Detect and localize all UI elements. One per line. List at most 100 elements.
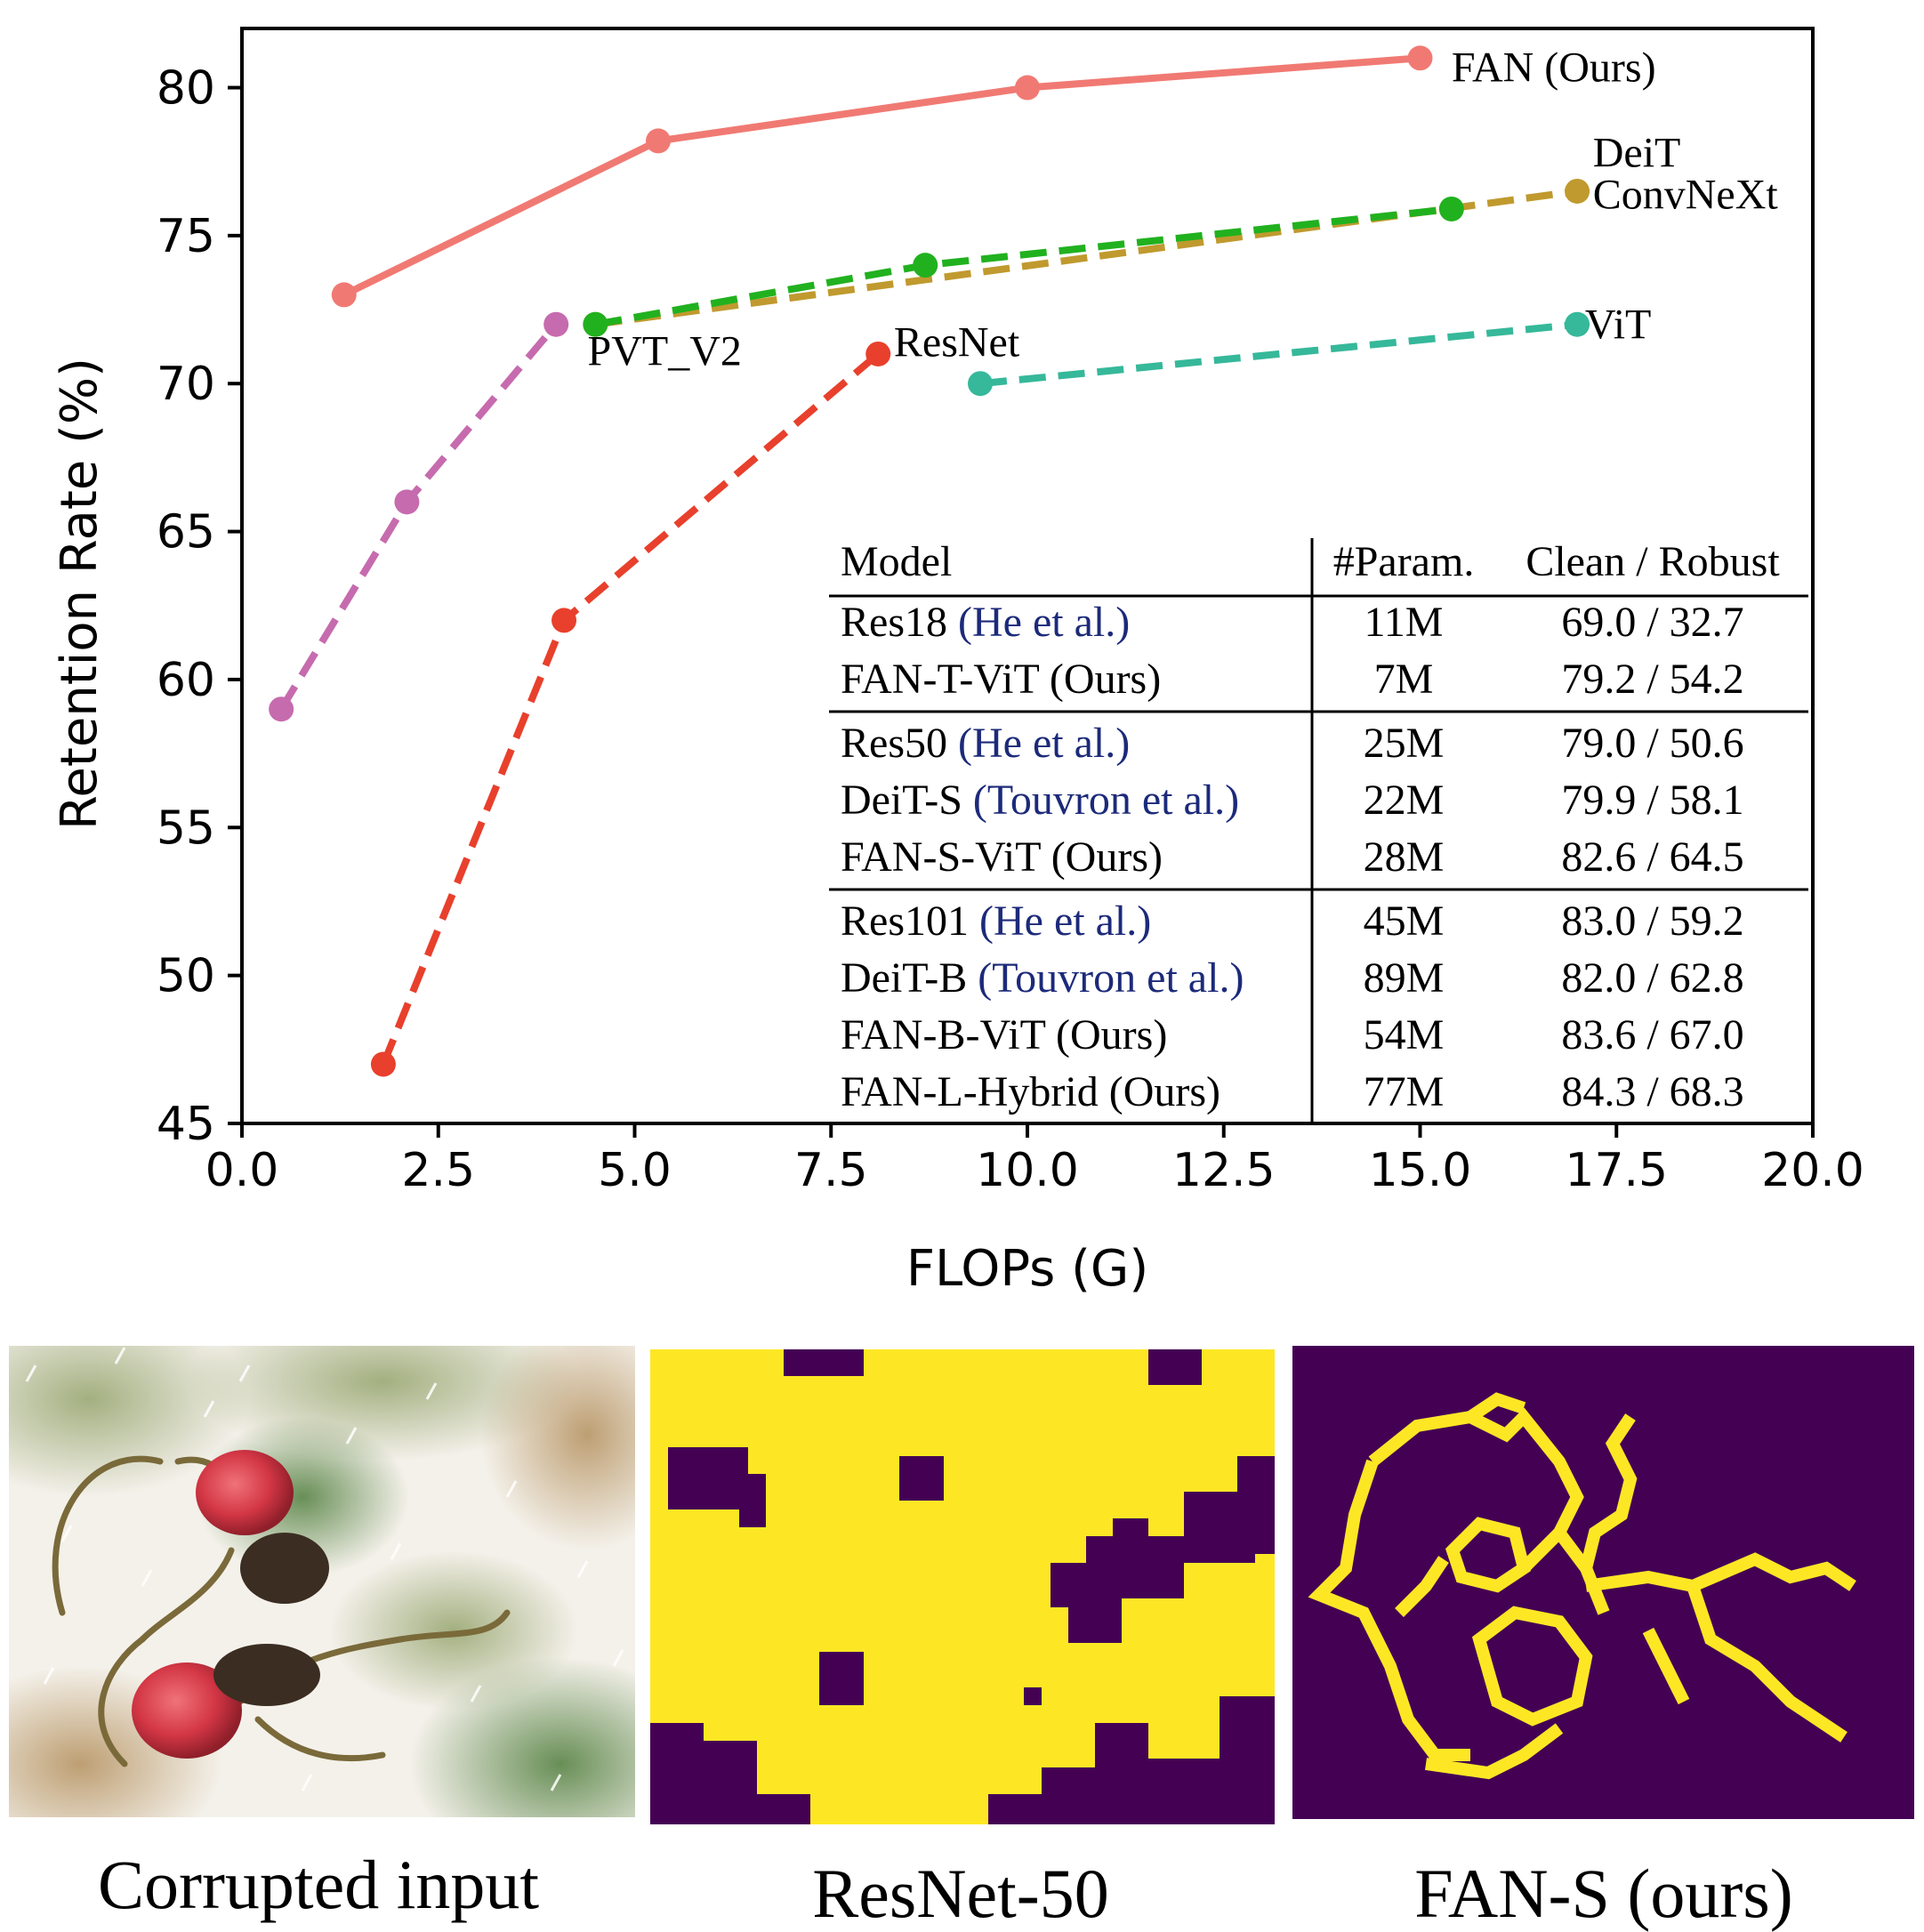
x-tick-label: 2.5 [401, 1144, 475, 1197]
plot-frame [240, 27, 1815, 1125]
table-cell-model: FAN-L-Hybrid (Ours) [841, 1068, 1220, 1115]
y-tick-label: 80 [157, 62, 215, 116]
model-name: DeiT-B [841, 954, 967, 1002]
series-line-fan-ours [342, 54, 1421, 299]
annotation-deit: DeiT [1593, 130, 1681, 177]
results-table: Model #Param. Clean / Robust Res18 (He et a… [829, 538, 1808, 1123]
point-convnext-1 [913, 253, 938, 278]
point-fan-ours-3 [1407, 45, 1433, 71]
caption-corrupted-input: Corrupted input [97, 1846, 540, 1923]
series-line-pvt-v2 [278, 322, 559, 712]
x-tick-label: 0.0 [205, 1144, 279, 1197]
x-axis-label: FLOPs (G) [906, 1240, 1148, 1298]
model-name: Res18 [841, 599, 947, 646]
series-line-vit [979, 320, 1578, 388]
x-tick-label: 12.5 [1172, 1144, 1276, 1197]
model-citation: (Touvron et al.) [967, 954, 1244, 1002]
table-cell-score: 79.0 / 50.6 [1561, 720, 1743, 767]
point-resnet-0 [370, 1051, 396, 1077]
x-tick-label: 15.0 [1369, 1144, 1472, 1197]
point-fan-ours-1 [645, 128, 671, 154]
table-header-1: #Param. [1333, 538, 1475, 585]
table-header-0: Model [841, 538, 952, 585]
model-name: DeiT-S [841, 777, 962, 824]
model-name: FAN-T-ViT (Ours) [841, 656, 1161, 703]
table-cell-model: DeiT-B (Touvron et al.) [841, 954, 1244, 1002]
model-name: FAN-S-ViT (Ours) [841, 833, 1163, 881]
table-cell-model: Res101 (He et al.) [841, 898, 1151, 945]
model-citation: (Touvron et al.) [962, 777, 1239, 824]
table-cell-params: 25M [1364, 720, 1445, 767]
point-fan-ours-2 [1015, 75, 1040, 101]
point-convnext-2 [1438, 196, 1464, 221]
table-cell-score: 84.3 / 68.3 [1561, 1068, 1743, 1115]
table-cell-model: Res18 (He et al.) [841, 599, 1130, 646]
annotation-fan-ours: FAN (Ours) [1452, 44, 1656, 91]
y-tick-label: 75 [157, 210, 215, 263]
table-cell-score: 83.6 / 67.0 [1561, 1011, 1743, 1059]
table-cell-model: FAN-T-ViT (Ours) [841, 656, 1161, 703]
caption-resnet50: ResNet-50 [812, 1855, 1109, 1932]
table-cell-score: 82.0 / 62.8 [1561, 954, 1743, 1002]
point-deit-1 [1565, 178, 1590, 204]
y-tick-label: 45 [157, 1098, 215, 1151]
x-tick-label: 10.0 [976, 1144, 1079, 1197]
table-cell-params: 11M [1365, 599, 1444, 646]
model-name: FAN-L-Hybrid (Ours) [841, 1068, 1220, 1115]
point-vit-0 [968, 371, 994, 397]
series-line-resnet [380, 350, 881, 1066]
table-cell-score: 79.9 / 58.1 [1561, 777, 1743, 824]
table-cell-model: Res50 (He et al.) [841, 720, 1130, 767]
table-header-2: Clean / Robust [1526, 538, 1780, 585]
chart-ticks: 0.0 2.5 5.0 7.5 10.0 12.5 15.0 17.5 20.0 45 50 55 60… [157, 62, 1864, 1197]
table-cell-params: 77M [1364, 1068, 1445, 1115]
point-pvt-v2-2 [543, 311, 569, 337]
x-tick-label: 20.0 [1761, 1144, 1864, 1197]
model-citation: (He et al.) [947, 720, 1130, 767]
table-cell-params: 89M [1364, 954, 1445, 1002]
y-tick-label: 60 [157, 654, 215, 707]
fan-s-attention-mask [1292, 1346, 1914, 1819]
point-fan-ours-0 [331, 282, 357, 308]
model-name: FAN-B-ViT (Ours) [841, 1011, 1167, 1059]
resnet50-attention-mask [650, 1349, 1275, 1824]
table-cell-params: 22M [1364, 777, 1445, 824]
x-tick-label: 17.5 [1565, 1144, 1668, 1197]
table-cell-score: 82.6 / 64.5 [1561, 833, 1743, 881]
chart-labels: FLOPs (G) Retention Rate (%) FAN (Ours) Dei… [51, 44, 1778, 1298]
table-cell-params: 45M [1364, 898, 1445, 945]
model-name: Res101 [841, 898, 969, 945]
point-pvt-v2-0 [269, 696, 294, 722]
table-cell-params: 28M [1364, 833, 1445, 881]
table-cell-params: 7M [1374, 656, 1434, 703]
annotation-resnet: ResNet [894, 319, 1020, 366]
x-tick-label: 5.0 [598, 1144, 672, 1197]
chart-marks [269, 45, 1590, 1077]
table-cell-model: DeiT-S (Touvron et al.) [841, 777, 1239, 824]
model-citation: (He et al.) [969, 898, 1151, 945]
point-convnext-0 [583, 311, 608, 337]
table-cell-model: FAN-S-ViT (Ours) [841, 833, 1163, 881]
y-tick-label: 65 [157, 506, 215, 559]
point-resnet-1 [551, 608, 577, 633]
y-axis-label: Retention Rate (%) [51, 358, 109, 830]
model-name: Res50 [841, 720, 947, 767]
annotation-vit: ViT [1585, 302, 1651, 349]
table-cell-score: 83.0 / 59.2 [1561, 898, 1743, 945]
point-resnet-2 [865, 341, 891, 366]
y-tick-label: 70 [157, 358, 215, 411]
corrupted-input-image [9, 1346, 635, 1817]
model-citation: (He et al.) [947, 599, 1130, 646]
table-cell-score: 79.2 / 54.2 [1561, 656, 1743, 703]
y-tick-label: 50 [157, 950, 215, 1003]
annotation-pvt-v2: PVT_V2 [588, 328, 742, 375]
x-tick-label: 7.5 [794, 1144, 868, 1197]
annotation-convnext: ConvNeXt [1593, 171, 1779, 218]
retention-chart: 0.0 2.5 5.0 7.5 10.0 12.5 15.0 17.5 20.0 45 50 55 60… [51, 27, 1864, 1298]
table-cell-score: 69.0 / 32.7 [1561, 599, 1743, 646]
point-vit-1 [1565, 311, 1590, 337]
table-cell-params: 54M [1364, 1011, 1445, 1059]
y-tick-label: 55 [157, 801, 215, 855]
point-pvt-v2-1 [394, 489, 420, 515]
caption-fan-s: FAN-S (ours) [1414, 1855, 1793, 1932]
